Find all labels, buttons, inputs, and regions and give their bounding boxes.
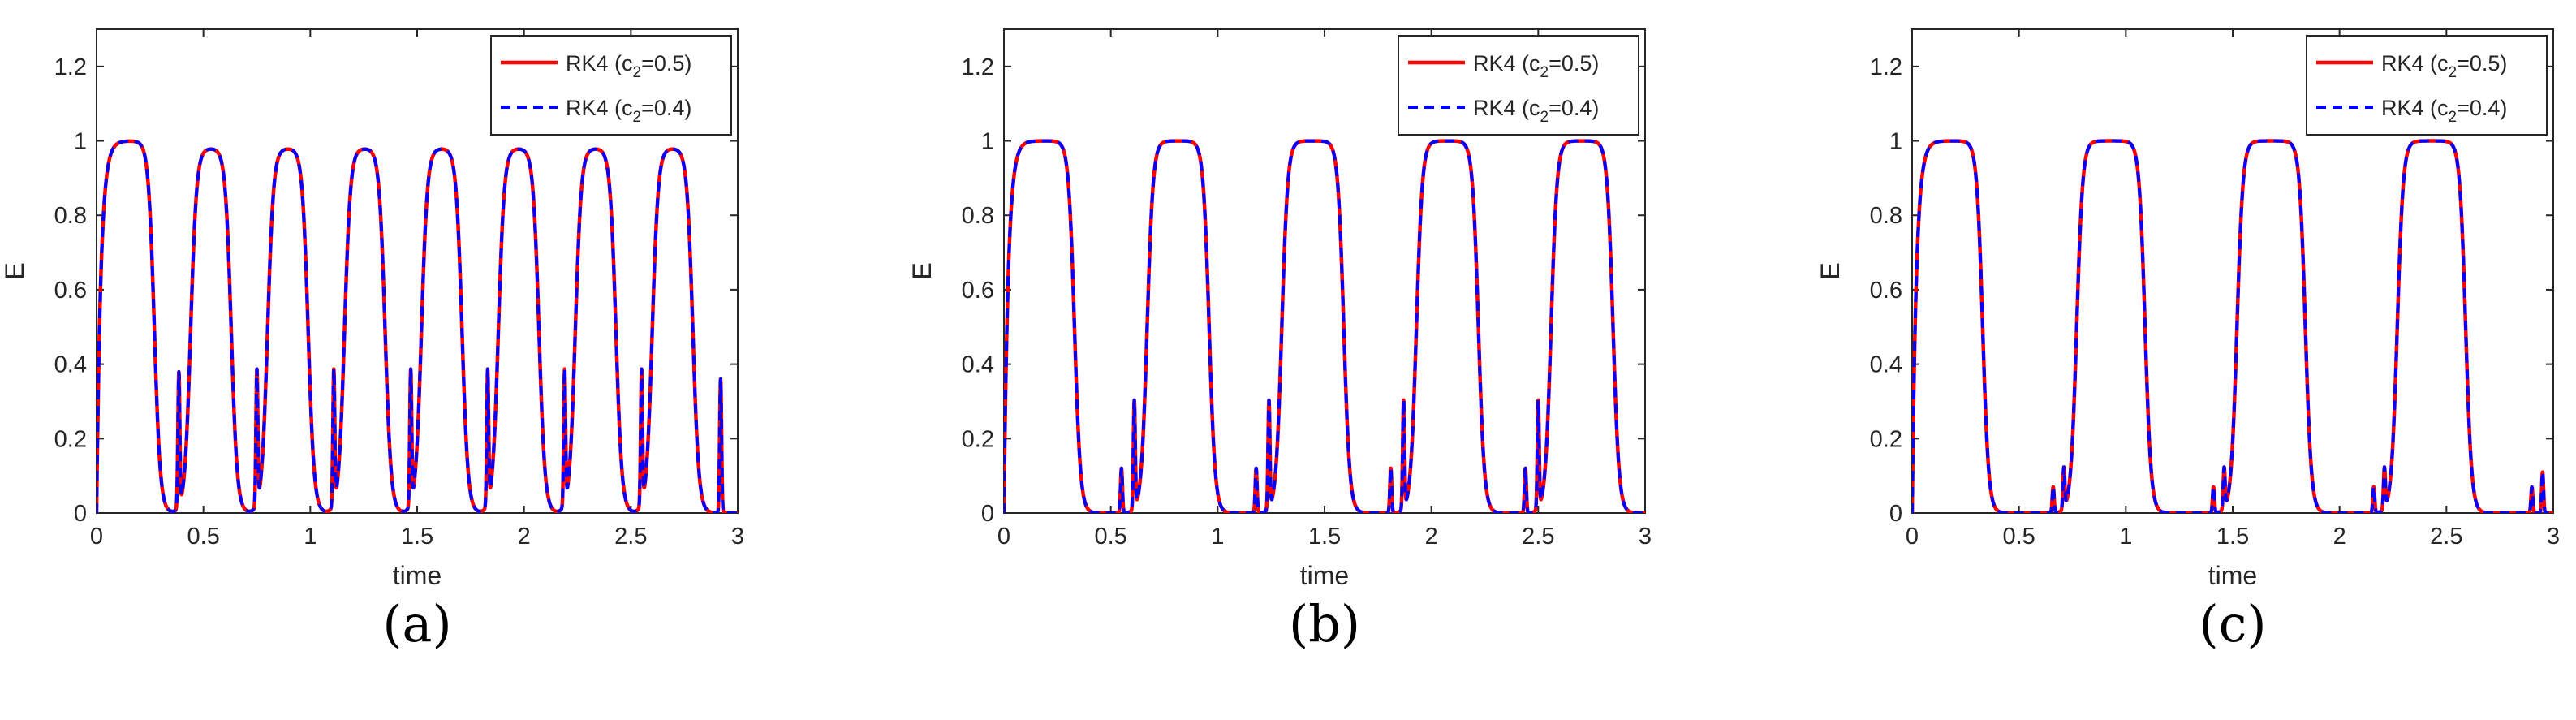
y-tick-label: 0.2 — [962, 426, 994, 452]
x-tick-label: 2.5 — [1522, 524, 1554, 550]
panel-b: 0 0.5 1 1.5 2 2.5 3 0 0.2 0.4 0.6 0.8 1 1.2 time E RK4 (… — [907, 28, 1652, 653]
x-tick-label: 0 — [997, 524, 1010, 550]
y-tick-label: 1.2 — [1870, 54, 1902, 80]
legend-entry-prefix: RK4 (c — [2381, 51, 2449, 75]
x-tick-label: 0.5 — [2003, 524, 2035, 550]
x-tick-label: 1 — [1211, 524, 1224, 550]
y-tick-label: 0.4 — [54, 352, 87, 378]
x-axis-label: time — [1300, 561, 1349, 590]
x-tick-label: 0 — [1906, 524, 1919, 550]
x-tick-label: 3 — [2547, 524, 2560, 550]
y-tick-label: 1 — [74, 129, 87, 155]
legend: RK4 (c2=0.5)RK4 (c2=0.4) — [2306, 35, 2548, 136]
legend-box — [490, 35, 732, 136]
y-axis-label: E — [1816, 262, 1845, 279]
legend-entry-prefix: RK4 (c — [2381, 96, 2449, 120]
legend: RK4 (c2=0.5)RK4 (c2=0.4) — [1398, 35, 1639, 136]
legend-entry-suffix: =0.4) — [2457, 96, 2507, 120]
x-tick-label: 2 — [1425, 524, 1438, 550]
x-tick-label: 1.5 — [2216, 524, 2249, 550]
legend-entry-suffix: =0.4) — [1549, 96, 1599, 120]
y-tick-label: 0 — [1889, 501, 1902, 527]
x-tick-label: 1 — [304, 524, 317, 550]
x-tick-label: 2 — [2333, 524, 2346, 550]
x-tick-label: 0.5 — [187, 524, 220, 550]
legend-entry-subscript: 2 — [2449, 109, 2458, 126]
y-tick-label: 0.8 — [54, 203, 87, 229]
y-tick-label: 1 — [1889, 129, 1902, 155]
legend-entry-suffix: =0.5) — [2457, 51, 2507, 75]
y-tick-label: 0.6 — [1870, 278, 1902, 304]
legend-entry: RK4 (c2=0.4) — [566, 96, 691, 126]
legend-entry-subscript: 2 — [1540, 109, 1549, 126]
legend-entry-prefix: RK4 (c — [1473, 96, 1540, 120]
panel-caption: (c) — [2199, 594, 2266, 653]
x-tick-label: 3 — [1639, 524, 1652, 550]
legend: RK4 (c2=0.5)RK4 (c2=0.4) — [490, 35, 732, 136]
legend-entry-subscript: 2 — [633, 109, 642, 126]
legend-entry-subscript: 2 — [633, 64, 642, 81]
y-tick-label: 0 — [981, 501, 994, 527]
x-tick-label: 0.5 — [1095, 524, 1127, 550]
x-axis-label: time — [393, 561, 442, 590]
legend-entry-subscript: 2 — [1540, 64, 1549, 81]
y-tick-label: 0.8 — [962, 203, 994, 229]
x-tick-label: 0 — [90, 524, 103, 550]
legend-entry: RK4 (c2=0.4) — [2381, 96, 2507, 126]
y-tick-label: 0.2 — [54, 426, 87, 452]
legend-entry-suffix: =0.4) — [641, 96, 691, 120]
y-tick-label: 0 — [74, 501, 87, 527]
legend-box — [2306, 35, 2548, 136]
legend-entry-prefix: RK4 (c — [566, 51, 633, 75]
y-tick-label: 1 — [981, 129, 994, 155]
y-tick-label: 1.2 — [962, 54, 994, 80]
y-axis-label: E — [0, 262, 29, 279]
panel-caption: (a) — [382, 594, 451, 653]
y-tick-label: 0.2 — [1870, 426, 1902, 452]
y-tick-label: 0.4 — [1870, 352, 1902, 378]
legend-entry: RK4 (c2=0.5) — [566, 51, 691, 81]
x-tick-label: 1.5 — [1308, 524, 1341, 550]
legend-entry-prefix: RK4 (c — [566, 96, 633, 120]
y-tick-label: 0.8 — [1870, 203, 1902, 229]
x-tick-label: 2.5 — [2430, 524, 2462, 550]
series-line-rk4-c2-0-4 — [1004, 139, 1645, 513]
legend-entry-subscript: 2 — [2449, 64, 2458, 81]
x-axis-label: time — [2208, 561, 2257, 590]
panel-caption: (b) — [1289, 594, 1360, 653]
y-tick-label: 1.2 — [54, 54, 87, 80]
legend-entry: RK4 (c2=0.5) — [1473, 51, 1599, 81]
series-line-rk4-c2-0-4 — [1912, 139, 2553, 513]
x-tick-label: 3 — [731, 524, 744, 550]
legend-entry: RK4 (c2=0.4) — [1473, 96, 1599, 126]
x-tick-label: 1.5 — [401, 524, 433, 550]
panel-a: 0 0.5 1 1.5 2 2.5 3 0 0.2 0.4 0.6 0.8 1 1.2 time E RK4 (… — [0, 28, 744, 653]
x-tick-label: 1 — [2119, 524, 2132, 550]
y-tick-label: 0.6 — [962, 278, 994, 304]
series-line-rk4-c2-0-4 — [97, 139, 738, 513]
legend-entry-suffix: =0.5) — [641, 51, 691, 75]
legend-entry: RK4 (c2=0.5) — [2381, 51, 2507, 81]
x-tick-label: 2.5 — [614, 524, 647, 550]
y-tick-label: 0.4 — [962, 352, 994, 378]
y-tick-label: 0.6 — [54, 278, 87, 304]
panel-c: 0 0.5 1 1.5 2 2.5 3 0 0.2 0.4 0.6 0.8 1 1.2 time E RK4 (… — [1816, 28, 2560, 653]
legend-entry-prefix: RK4 (c — [1473, 51, 1540, 75]
series-line-rk4-c2-0-5 — [1004, 139, 1645, 513]
y-axis-label: E — [907, 262, 937, 279]
legend-entry-suffix: =0.5) — [1549, 51, 1599, 75]
x-tick-label: 2 — [518, 524, 531, 550]
legend-box — [1398, 35, 1639, 136]
